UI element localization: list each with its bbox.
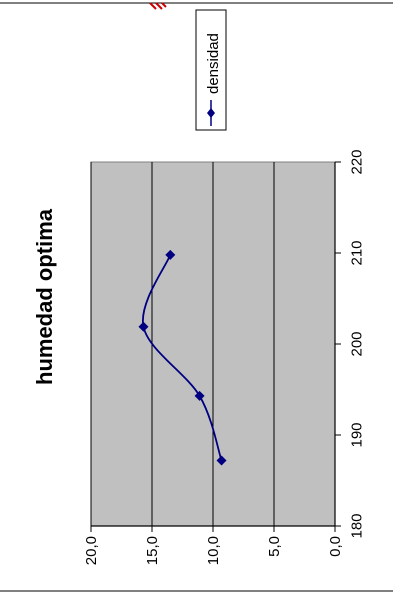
y-tick-label: 15,0: [144, 536, 161, 565]
data-point-marker: [216, 455, 227, 466]
chart-title: humedad optima: [32, 208, 57, 385]
y-tick-label: 20,0: [83, 536, 100, 565]
data-point-marker: [138, 321, 149, 332]
legend: densidad: [195, 9, 227, 131]
x-tick-label: 180: [348, 513, 365, 538]
series-layer: [138, 249, 227, 466]
legend-box: [195, 9, 227, 131]
y-axis: 0,0 5,0 10,0 15,0 20,0: [83, 525, 344, 565]
x-tick-label: 200: [348, 331, 365, 356]
y-tick-label: 5,0: [266, 536, 283, 557]
y-tick-label: 10,0: [205, 536, 222, 565]
x-tick-label: 190: [348, 422, 365, 447]
series-line: [142, 254, 223, 461]
data-point-marker: [194, 390, 205, 401]
x-tick-label: 220: [348, 149, 365, 174]
x-tick-label: 210: [348, 240, 365, 265]
data-point-marker: [165, 249, 176, 260]
x-axis: 180 190 200 210 220: [334, 149, 365, 539]
y-tick-label: 0,0: [327, 536, 344, 557]
legend-marker-icon: [207, 108, 215, 118]
legend-label: densidad: [205, 33, 222, 94]
watermark-fragment: [149, 2, 167, 10]
